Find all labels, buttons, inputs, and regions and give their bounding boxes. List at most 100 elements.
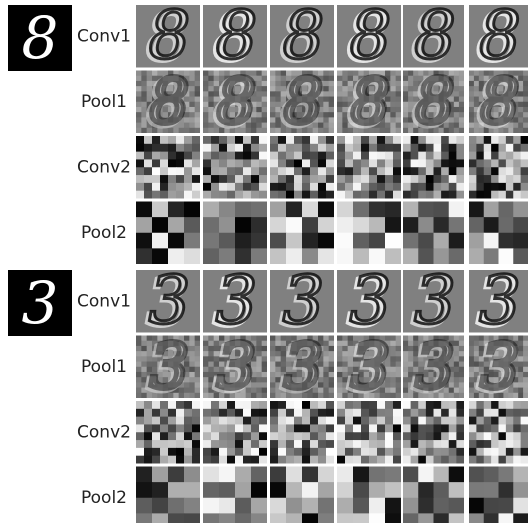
map-cell <box>278 432 287 440</box>
map-cell <box>385 432 394 440</box>
map-cell <box>449 183 457 191</box>
map-cell <box>294 432 303 440</box>
map-cell <box>256 123 262 129</box>
map-cell <box>227 456 236 464</box>
map-cell <box>227 417 236 425</box>
map-cell <box>152 152 161 160</box>
map-cell <box>195 346 201 352</box>
map-stroke-dark: 8 <box>414 0 456 74</box>
map-stroke-dark: 8 <box>150 64 189 137</box>
map-cell <box>403 367 409 373</box>
map-cell <box>456 136 464 144</box>
map-cell <box>219 183 228 191</box>
map-cell <box>337 498 354 514</box>
map-cell <box>361 424 370 432</box>
map-cell <box>286 248 303 264</box>
map-cell <box>418 183 426 191</box>
map-cell <box>418 202 434 218</box>
map-cell <box>396 336 402 342</box>
map-cell <box>411 456 419 464</box>
map-cell <box>337 367 343 373</box>
map-cell <box>361 456 370 464</box>
map-cell <box>203 248 220 264</box>
map-cell <box>426 191 434 199</box>
map-cell <box>345 144 354 152</box>
map-cell <box>449 152 457 160</box>
map-cell <box>152 175 161 183</box>
feature-map <box>136 202 201 265</box>
map-cell <box>353 513 370 523</box>
map-cell <box>243 401 252 409</box>
map-cell <box>251 401 260 409</box>
map-cell <box>434 409 442 417</box>
map-cell <box>323 117 329 123</box>
feature-map <box>403 467 465 524</box>
map-cell <box>521 167 528 175</box>
map-cell <box>426 144 434 152</box>
map-cell <box>219 233 236 249</box>
map-cell <box>377 401 386 409</box>
map-cell <box>286 202 303 218</box>
map-cell <box>318 440 327 448</box>
map-cell <box>418 513 434 523</box>
map-cell <box>256 377 262 383</box>
map-cell <box>243 167 252 175</box>
map-cell <box>278 159 287 167</box>
feature-map <box>203 202 268 265</box>
map-cell <box>393 440 402 448</box>
map-cell <box>189 81 195 87</box>
map-cell <box>469 341 474 347</box>
map-cell <box>337 448 346 456</box>
map-cell <box>369 417 378 425</box>
map-cell <box>396 71 402 77</box>
map-cell <box>393 417 402 425</box>
page: 8Conv1888888888888Pool1888888888888Conv2… <box>0 0 528 523</box>
map-stroke-dark: 8 <box>479 0 521 74</box>
map-cell <box>195 128 201 134</box>
map-cell <box>459 117 465 123</box>
map-cell <box>523 336 528 342</box>
map-cell <box>235 248 252 264</box>
map-cell <box>345 417 354 425</box>
map-cell <box>403 144 411 152</box>
map-cell <box>251 432 260 440</box>
map-cell <box>256 372 262 378</box>
map-cell <box>189 382 195 388</box>
map-cell <box>270 86 276 92</box>
map-cell <box>227 432 236 440</box>
map-cell <box>434 167 442 175</box>
map-cell <box>337 341 343 347</box>
map-cell <box>513 191 521 199</box>
map-cell <box>302 440 311 448</box>
map-cell <box>411 191 419 199</box>
map-cell <box>476 144 484 152</box>
map-cell <box>390 102 396 108</box>
map-cell <box>203 372 209 378</box>
map-cell <box>403 112 409 118</box>
map-cell <box>323 336 329 342</box>
map-cell <box>353 482 370 498</box>
map-cell <box>270 440 279 448</box>
map-cell <box>393 456 402 464</box>
map-cell <box>513 202 528 218</box>
map-cell <box>469 467 484 483</box>
map-cell <box>195 388 201 394</box>
map-cell <box>152 482 169 498</box>
map-cell <box>203 401 212 409</box>
map-cell <box>403 409 411 417</box>
map-cell <box>235 152 244 160</box>
map-cell <box>353 136 362 144</box>
map-cell <box>491 440 499 448</box>
map-cell <box>469 351 474 357</box>
map-cell <box>396 81 402 87</box>
map-cell <box>286 448 295 456</box>
map-cell <box>337 409 346 417</box>
map-cell <box>227 175 236 183</box>
map-cell <box>393 175 402 183</box>
map-cell <box>337 417 346 425</box>
map-cell <box>403 424 411 432</box>
map-cell <box>403 393 409 399</box>
map-stroke-dark: 8 <box>283 0 325 74</box>
map-cell <box>449 432 457 440</box>
map-cell <box>318 167 327 175</box>
